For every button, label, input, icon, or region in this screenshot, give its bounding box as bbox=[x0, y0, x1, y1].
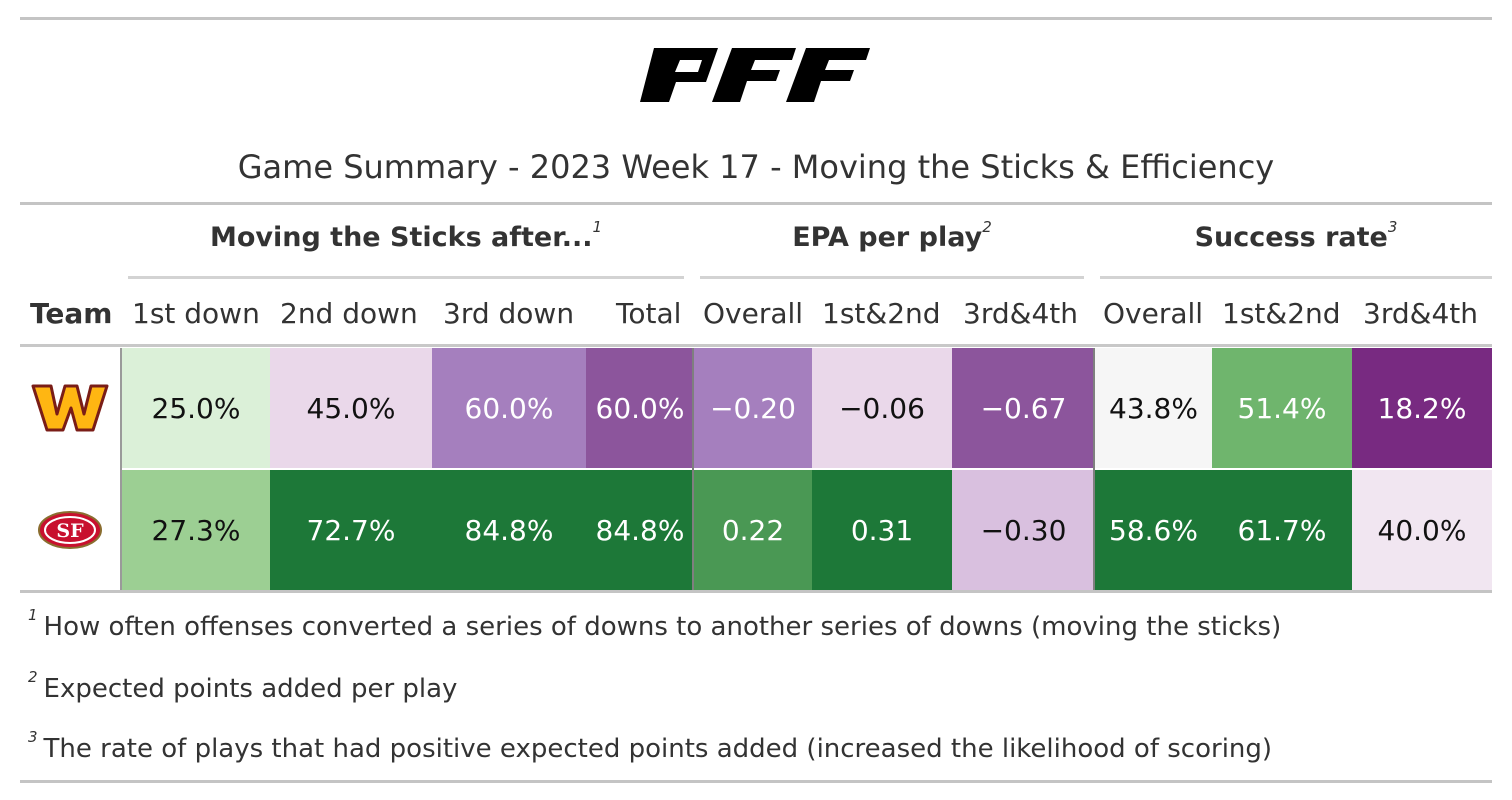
footnote-text: The rate of plays that had positive expe… bbox=[43, 734, 1273, 764]
table-cell: 61.7% bbox=[1212, 470, 1352, 590]
column-header-3rd-down: 3rd down bbox=[443, 297, 575, 330]
table-cell: 60.0% bbox=[432, 348, 586, 468]
table-row-team-san-francisco: SF bbox=[20, 470, 120, 590]
column-header-success-overall: Overall bbox=[1103, 297, 1204, 330]
pff-logo bbox=[640, 48, 870, 102]
table-cell: 27.3% bbox=[122, 470, 270, 590]
title-rule bbox=[20, 202, 1492, 205]
spanner-underline bbox=[700, 276, 1084, 279]
spanner-label: Moving the Sticks after... bbox=[209, 222, 593, 253]
footnote-mark: 2 bbox=[982, 218, 992, 236]
bottom-rule bbox=[20, 780, 1492, 783]
svg-text:SF: SF bbox=[56, 520, 84, 542]
spanner-epa-per-play: EPA per play2 bbox=[700, 218, 1084, 262]
body-rule bbox=[20, 590, 1492, 593]
table-cell: 51.4% bbox=[1212, 348, 1352, 468]
table-cell: 0.31 bbox=[812, 470, 952, 590]
spanner-underline bbox=[1100, 276, 1492, 279]
column-header-team: Team bbox=[30, 297, 113, 330]
column-header-epa-3rd-4th: 3rd&4th bbox=[963, 297, 1078, 330]
table-cell: 84.8% bbox=[586, 470, 694, 590]
footnote-1: 1 How often offenses converted a series o… bbox=[28, 606, 1282, 642]
table-cell: −0.30 bbox=[952, 470, 1095, 590]
column-header-2nd-down: 2nd down bbox=[280, 297, 418, 330]
footnote-mark: 1 bbox=[28, 606, 38, 624]
footnote-3: 3 The rate of plays that had positive exp… bbox=[28, 728, 1273, 764]
column-header-success-3rd-4th: 3rd&4th bbox=[1363, 297, 1478, 330]
footnote-mark: 3 bbox=[28, 728, 38, 746]
table-cell: 40.0% bbox=[1352, 470, 1492, 590]
column-header-epa-1st-2nd: 1st&2nd bbox=[822, 297, 941, 330]
row-label-separator bbox=[120, 348, 122, 590]
group-separator bbox=[692, 348, 694, 590]
footnote-mark: 3 bbox=[1387, 218, 1398, 236]
spanner-success-rate: Success rate3 bbox=[1100, 218, 1492, 262]
spanner-moving-sticks: Moving the Sticks after...1 bbox=[128, 218, 684, 262]
top-rule bbox=[20, 17, 1492, 20]
header-rule bbox=[20, 344, 1492, 347]
column-header-total: Total bbox=[616, 297, 682, 330]
footnote-2: 2 Expected points added per play bbox=[28, 668, 458, 704]
table-cell: −0.67 bbox=[952, 348, 1095, 468]
footnote-text: Expected points added per play bbox=[43, 674, 458, 704]
table-cell: 0.22 bbox=[694, 470, 812, 590]
spanner-underline bbox=[128, 276, 684, 279]
table-row-team-washington bbox=[20, 348, 120, 468]
column-header-success-1st-2nd: 1st&2nd bbox=[1222, 297, 1341, 330]
column-header-epa-overall: Overall bbox=[703, 297, 804, 330]
commanders-w-logo bbox=[31, 384, 109, 432]
column-header-1st-down: 1st down bbox=[132, 297, 260, 330]
group-separator bbox=[1093, 348, 1095, 590]
table-cell: 58.6% bbox=[1095, 470, 1212, 590]
table-cell: 84.8% bbox=[432, 470, 586, 590]
table-cell: 25.0% bbox=[122, 348, 270, 468]
spanner-label: Success rate bbox=[1194, 222, 1388, 253]
footnote-text: How often offenses converted a series of… bbox=[43, 612, 1282, 642]
table-cell: 45.0% bbox=[270, 348, 432, 468]
table-cell: −0.20 bbox=[694, 348, 812, 468]
table-cell: 60.0% bbox=[586, 348, 694, 468]
spanner-label: EPA per play bbox=[792, 222, 983, 253]
table-cell: −0.06 bbox=[812, 348, 952, 468]
table-title: Game Summary - 2023 Week 17 - Moving the… bbox=[237, 148, 1275, 186]
49ers-sf-logo: SF bbox=[38, 511, 102, 549]
footnote-mark: 1 bbox=[592, 218, 603, 236]
table-cell: 43.8% bbox=[1095, 348, 1212, 468]
footnote-mark: 2 bbox=[28, 668, 38, 686]
table-cell: 18.2% bbox=[1352, 348, 1492, 468]
table-cell: 72.7% bbox=[270, 470, 432, 590]
